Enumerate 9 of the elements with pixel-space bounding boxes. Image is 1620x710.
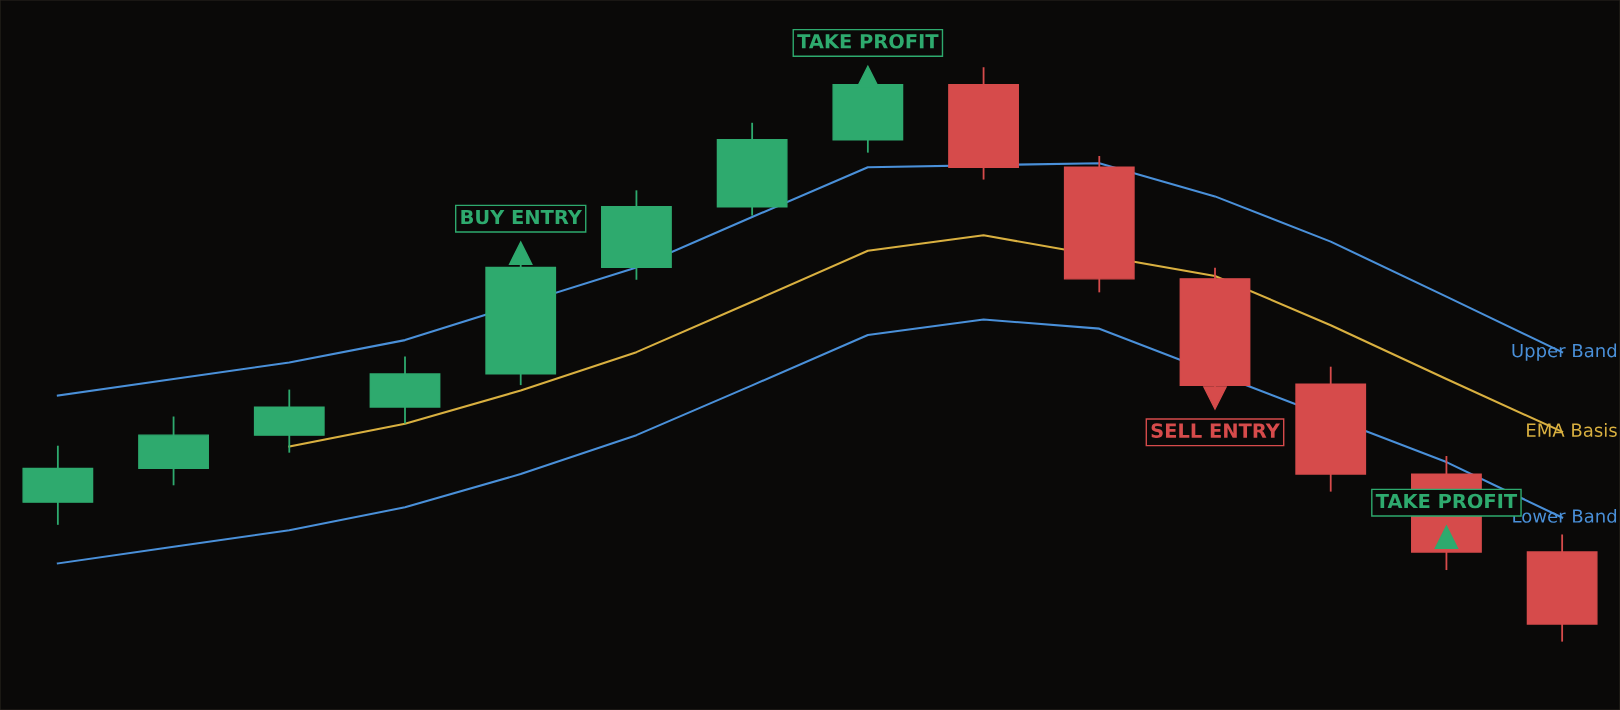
text: TAKE PROFIT	[797, 33, 939, 49]
annotation: BUY ENTRY	[461, 209, 583, 225]
point	[508, 241, 533, 265]
point	[1203, 386, 1227, 410]
point	[1434, 525, 1459, 549]
series-label: Upper Band	[1512, 343, 1617, 361]
annotation: TAKE PROFIT	[1375, 493, 1518, 509]
series-label: EMA Basis	[1527, 422, 1617, 437]
annotation: SELL ENTRY	[1151, 423, 1281, 438]
